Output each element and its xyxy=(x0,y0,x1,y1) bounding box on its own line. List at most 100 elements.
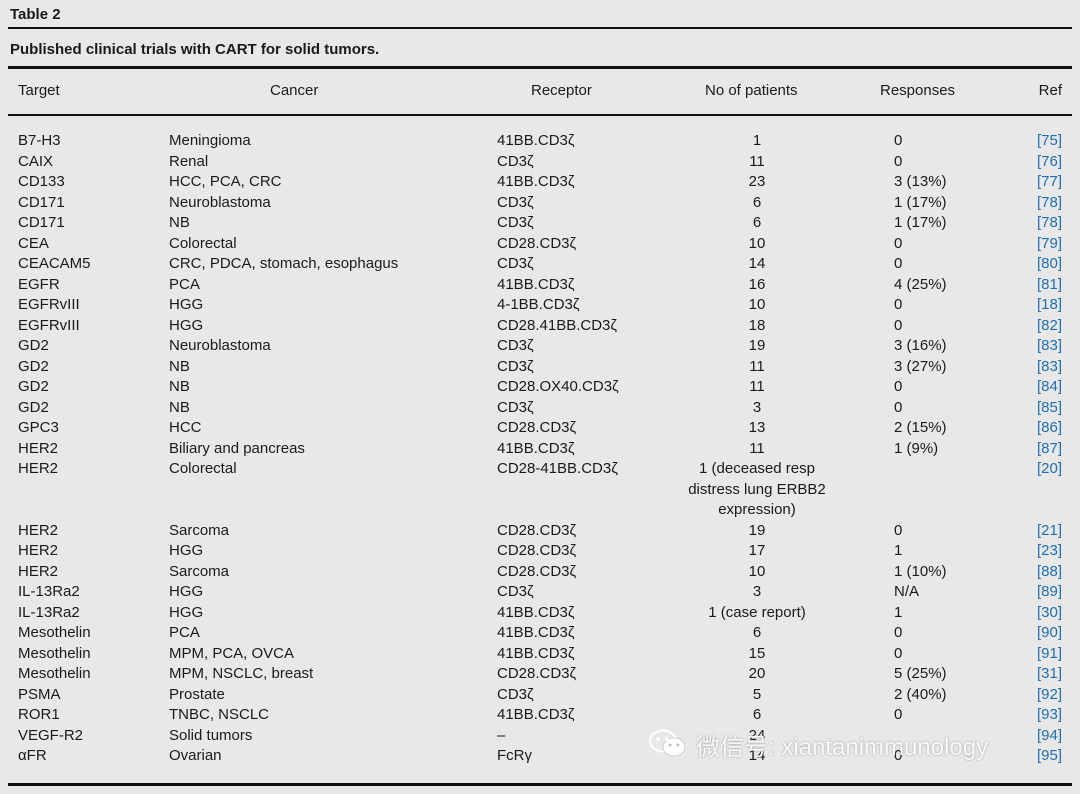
cell-target: EGFRvIII xyxy=(18,316,80,334)
cell-ref[interactable]: [75] xyxy=(1036,132,1062,149)
cell-ref[interactable]: [88] xyxy=(1036,562,1062,580)
cell-responses: 3 (16%) xyxy=(894,337,947,354)
cell-target: αFR xyxy=(18,747,47,764)
cell-ref[interactable]: [23] xyxy=(1036,542,1062,559)
cell-patients: 11 xyxy=(749,357,765,375)
cell-responses: 0 xyxy=(894,296,903,313)
cell-target: IL-13Ra2 xyxy=(18,583,80,600)
cell-ref[interactable]: [86] xyxy=(1036,419,1062,436)
cell-ref[interactable]: [21] xyxy=(1036,521,1062,539)
cell-ref[interactable]: [81] xyxy=(1036,275,1062,293)
table-row: HER2 HGG CD28.CD3ζ 17 1 [23] xyxy=(0,541,1080,562)
cell-ref[interactable]: [31] xyxy=(1036,665,1062,682)
cell-cancer: TNBC, NSCLC xyxy=(169,706,270,723)
header-responses: Responses xyxy=(880,82,956,99)
cell-patients: 6 xyxy=(752,193,762,211)
table-row: αFR Ovarian FcRγ 14 0 [95] xyxy=(0,746,1080,767)
cell-cancer: NB xyxy=(169,378,190,395)
cell-target: CD171 xyxy=(18,193,65,211)
cell-ref[interactable]: [82] xyxy=(1036,316,1062,334)
cell-patients: 10 xyxy=(748,562,766,580)
cell-ref[interactable]: [78] xyxy=(1036,214,1062,231)
cell-patients: 10 xyxy=(748,234,766,252)
cell-ref[interactable]: [91] xyxy=(1036,644,1062,662)
cell-ref[interactable]: [77] xyxy=(1036,173,1062,190)
cell-target: IL-13Ra2 xyxy=(18,603,80,621)
cell-receptor: CD28.CD3ζ xyxy=(497,562,577,580)
cell-cancer: HGG xyxy=(169,583,204,600)
cell-responses: 0 xyxy=(894,521,903,539)
cell-patients: 3 xyxy=(752,583,762,600)
watermark-text: 微信号: xiantanimmunology xyxy=(696,733,989,761)
cell-ref[interactable]: [80] xyxy=(1036,255,1062,272)
cell-receptor: CD3ζ xyxy=(497,583,534,600)
cell-receptor: CD28.OX40.CD3ζ xyxy=(497,378,619,395)
cell-target: GPC3 xyxy=(18,419,59,436)
cell-receptor: CD3ζ xyxy=(497,337,534,354)
cell-receptor: CD3ζ xyxy=(497,357,534,375)
header-receptor: Receptor xyxy=(531,82,592,99)
cell-ref[interactable]: [76] xyxy=(1036,152,1062,170)
cell-target: HER2 xyxy=(18,562,59,580)
cell-responses: 1 xyxy=(894,603,903,621)
cell-target: GD2 xyxy=(18,357,49,375)
cell-ref[interactable]: [79] xyxy=(1036,234,1062,252)
cell-patients: 14 xyxy=(748,255,766,272)
cell-cancer: Sarcoma xyxy=(169,521,230,539)
table-row: EGFRvIII HGG 4-1BB.CD3ζ 10 0 [18] xyxy=(0,295,1080,316)
cell-receptor: 41BB.CD3ζ xyxy=(497,439,575,457)
cell-ref[interactable]: [89] xyxy=(1036,583,1062,600)
cell-receptor: 41BB.CD3ζ xyxy=(497,275,575,293)
cell-responses: 1 (17%) xyxy=(894,193,947,211)
cell-target: GD2 xyxy=(18,378,49,395)
table-label: Table 2 xyxy=(10,6,61,23)
cell-ref[interactable]: [30] xyxy=(1036,603,1062,621)
cell-cancer: Colorectal xyxy=(169,234,237,252)
cell-patients: 16 xyxy=(748,275,766,293)
cell-target: EGFRvIII xyxy=(18,296,80,313)
cell-patients: 10 xyxy=(748,296,766,313)
cell-responses: 2 (40%) xyxy=(894,685,947,703)
cell-responses: 5 (25%) xyxy=(894,665,947,682)
cell-cancer: MPM, PCA, OVCA xyxy=(169,644,295,662)
cell-target: Mesothelin xyxy=(18,665,91,682)
cell-ref[interactable]: [84] xyxy=(1036,378,1062,395)
cell-ref[interactable]: [18] xyxy=(1036,296,1062,313)
cell-patients: 11 xyxy=(749,152,765,170)
cell-ref[interactable]: [93] xyxy=(1036,706,1062,723)
cell-receptor: 41BB.CD3ζ xyxy=(497,173,575,190)
cell-ref[interactable]: [83] xyxy=(1036,337,1062,354)
cell-ref[interactable]: [85] xyxy=(1036,398,1062,416)
table-caption: Published clinical trials with CART for … xyxy=(10,41,380,58)
cell-ref[interactable]: [95] xyxy=(1036,747,1062,764)
cell-cancer: HGG xyxy=(169,603,204,621)
cell-ref[interactable]: [90] xyxy=(1036,624,1062,641)
cell-receptor: 41BB.CD3ζ xyxy=(497,706,575,723)
table-row: EGFRvIII HGG CD28.41BB.CD3ζ 18 0 [82] xyxy=(0,316,1080,337)
cell-ref[interactable]: [92] xyxy=(1036,685,1062,703)
cell-ref[interactable]: [94] xyxy=(1036,726,1062,744)
cell-receptor: CD3ζ xyxy=(497,152,534,170)
cell-cancer: Meningioma xyxy=(169,132,251,149)
cell-patients: 6 xyxy=(752,214,762,231)
table-row: CEACAM5 CRC, PDCA, stomach, esophagus CD3ζ… xyxy=(0,254,1080,275)
cell-receptor: 41BB.CD3ζ xyxy=(497,603,575,621)
cell-ref[interactable]: [87] xyxy=(1036,439,1062,457)
cell-cancer: HCC, PCA, CRC xyxy=(169,173,282,190)
cell-responses: 0 xyxy=(894,624,903,641)
table-row: HER2 Sarcoma CD28.CD3ζ 19 0 [21] xyxy=(0,521,1080,542)
bottom-rule xyxy=(8,783,1072,786)
cell-responses: 4 (25%) xyxy=(894,275,947,293)
cell-patients: 19 xyxy=(748,337,766,354)
cell-cancer: Ovarian xyxy=(169,747,222,764)
cell-patients: 14 xyxy=(748,747,766,764)
cell-ref[interactable]: [78] xyxy=(1036,193,1062,211)
cell-target: CEACAM5 xyxy=(18,255,91,272)
cell-receptor: 41BB.CD3ζ xyxy=(497,644,575,662)
cell-patients: 18 xyxy=(748,316,766,334)
table-row: B7-H3 Meningioma 41BB.CD3ζ 1 0 [75] xyxy=(0,131,1080,152)
cell-ref[interactable]: [20] xyxy=(1036,460,1062,477)
cell-receptor: 4-1BB.CD3ζ xyxy=(497,296,580,313)
cell-ref[interactable]: [83] xyxy=(1036,357,1062,375)
cell-cancer: MPM, NSCLC, breast xyxy=(169,665,314,682)
